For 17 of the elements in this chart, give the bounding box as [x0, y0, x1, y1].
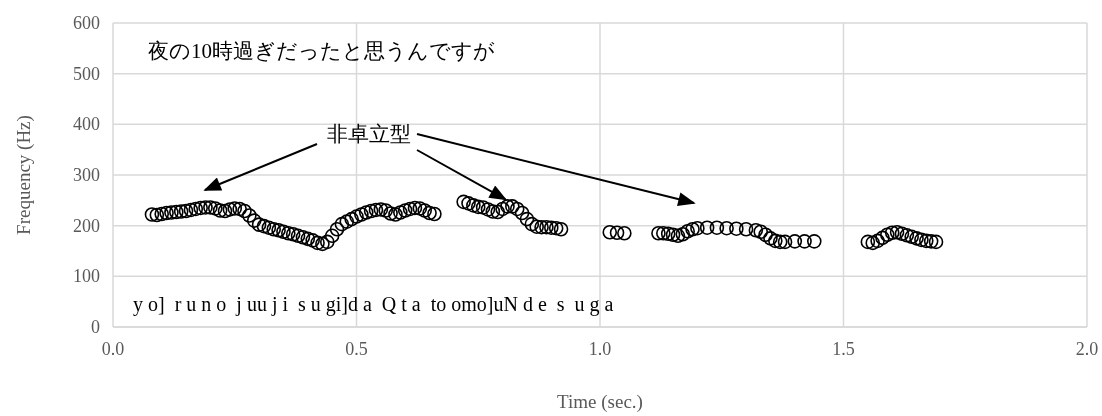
y-tick-label: 300 [73, 165, 100, 185]
annotation: y o] r u n o j uu j i s u gi]d a Q t a to omo]uN d e s u g a [133, 293, 614, 316]
y-tick-label: 600 [73, 13, 100, 33]
y-tick-label: 500 [73, 63, 100, 84]
annotation: 夜の10時過ぎだったと思うんですが [148, 39, 495, 63]
y-tick-label: 200 [73, 215, 100, 236]
y-tick-label: 100 [73, 266, 100, 287]
x-axis-title: Time (sec.) [557, 391, 643, 413]
y-tick-label: 400 [73, 114, 100, 135]
x-tick-label: 0.0 [101, 339, 125, 359]
y-tick-label: 0 [91, 317, 100, 337]
x-tick-label: 1.5 [832, 339, 855, 359]
annotation: 非卓立型 [327, 122, 411, 146]
x-tick-label: 0.5 [345, 339, 368, 359]
y-axis-title: Frequency (Hz) [13, 115, 35, 235]
x-tick-label: 1.0 [588, 339, 612, 359]
x-tick-label: 2.0 [1075, 339, 1099, 359]
